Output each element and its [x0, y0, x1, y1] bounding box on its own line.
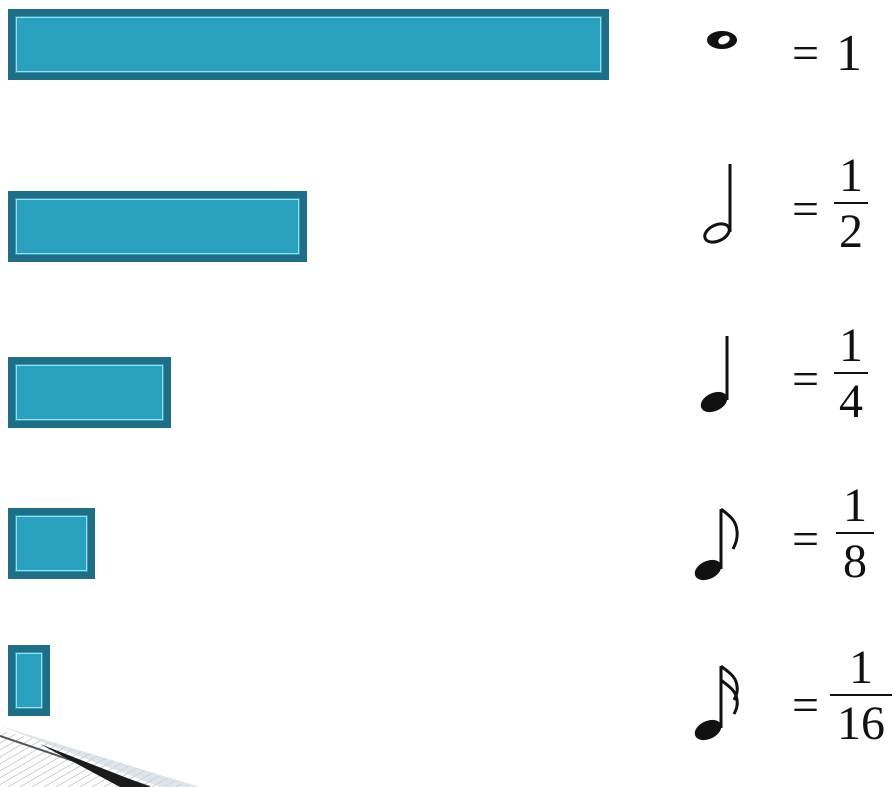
fraction-quarter: 1 4: [834, 318, 868, 430]
denominator: 4: [839, 375, 863, 428]
fraction-bar: [834, 372, 868, 374]
bar-whole: [8, 9, 609, 80]
numerator: 1: [843, 479, 867, 532]
fraction-half: 1 2: [834, 148, 868, 260]
denominator: 8: [843, 535, 867, 588]
numerator: 1: [839, 319, 863, 372]
bar-sixteenth: [8, 645, 50, 716]
numerator: 1: [839, 149, 863, 202]
bar-quarter: [8, 357, 171, 428]
eighth-note-icon: [694, 507, 739, 581]
whole-note-icon: [707, 31, 737, 49]
sixteenth-note-icon: [694, 664, 739, 741]
value-whole: 1: [836, 25, 862, 82]
fraction-sixteenth: 1 16: [830, 640, 892, 752]
equals-sign: =: [792, 679, 820, 732]
fraction-bar: [830, 694, 892, 696]
numerator: 1: [849, 641, 873, 694]
equals-sign: =: [792, 353, 820, 406]
slide-corner-decoration: [0, 726, 200, 787]
fraction-bar: [834, 202, 868, 204]
equals-sign: =: [792, 27, 820, 80]
fraction-eighth: 1 8: [836, 478, 874, 590]
half-note-icon: [703, 164, 732, 244]
equals-sign: =: [792, 183, 820, 236]
denominator: 16: [837, 697, 885, 750]
equals-sign: =: [792, 513, 820, 566]
denominator: 2: [839, 205, 863, 258]
row-whole-equation: = 1: [792, 24, 862, 84]
bar-half: [8, 191, 307, 262]
fraction-bar: [836, 532, 874, 534]
bar-eighth: [8, 508, 95, 579]
quarter-note-icon: [700, 336, 729, 413]
